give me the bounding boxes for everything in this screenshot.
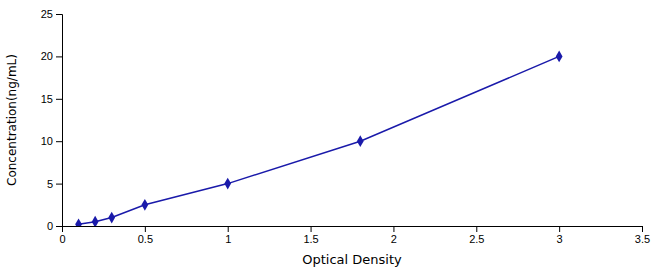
marks (75, 51, 562, 226)
y-tick-mark (56, 226, 62, 227)
y-tick-mark (56, 141, 62, 142)
y-axis-line (56, 15, 63, 227)
y-tick-label: 5 (47, 178, 53, 190)
x-tick: 0 (59, 226, 65, 245)
data-point (92, 216, 99, 226)
y-axis-title: Concentration(ng/mL) (5, 54, 19, 186)
x-tick: 0.5 (138, 226, 153, 245)
y-tick-label: 15 (41, 93, 53, 105)
y-tick-label: 25 (41, 8, 53, 20)
y-tick-label: 10 (41, 135, 53, 147)
y-tick-mark (56, 14, 62, 15)
y-tick: 10 (41, 135, 62, 147)
x-tick: 3.5 (635, 226, 650, 245)
y-tick-label: 20 (41, 50, 53, 62)
data-line (79, 56, 560, 224)
x-tick: 1 (225, 226, 231, 245)
x-tick-mark (145, 226, 146, 232)
x-tick-label: 1 (225, 233, 231, 245)
y-tick-mark (56, 56, 62, 57)
y-tick: 25 (41, 8, 62, 20)
x-axis: 0 0.5 1 1.5 2 2.5 3 3.5 (59, 226, 650, 245)
y-tick: 20 (41, 50, 62, 62)
x-tick-mark (393, 226, 394, 232)
data-point (357, 135, 364, 147)
data-point (108, 212, 115, 224)
plot-area: 0 0.5 1 1.5 2 2.5 3 3.5 0 5 10 15 20 25 (41, 8, 650, 245)
x-tick: 3 (557, 226, 563, 245)
x-tick-label: 3 (557, 233, 563, 245)
y-tick: 15 (41, 93, 62, 105)
x-tick: 2 (391, 226, 397, 245)
x-tick-label: 0 (59, 233, 65, 245)
x-tick: 1.5 (303, 226, 318, 245)
x-tick-label: 2.5 (469, 233, 484, 245)
data-point (141, 199, 148, 211)
y-tick-mark (56, 99, 62, 100)
y-tick-mark (56, 184, 62, 185)
x-tick-mark (476, 226, 477, 232)
x-tick-label: 0.5 (138, 233, 153, 245)
data-point (224, 178, 231, 190)
y-tick: 5 (47, 178, 62, 190)
x-tick: 2.5 (469, 226, 484, 245)
x-tick-mark (559, 226, 560, 232)
x-tick-label: 2 (391, 233, 397, 245)
y-tick: 0 (47, 220, 62, 232)
x-tick-mark (311, 226, 312, 232)
chart: 0 0.5 1 1.5 2 2.5 3 3.5 0 5 10 15 20 25 Optical Densit… (0, 0, 664, 272)
x-tick-label: 1.5 (303, 233, 318, 245)
x-axis-line (63, 227, 643, 233)
x-tick-mark (228, 226, 229, 232)
x-tick-label: 3.5 (635, 233, 650, 245)
data-point (556, 51, 563, 63)
y-axis: 0 5 10 15 20 25 (41, 8, 63, 232)
data-point (75, 218, 82, 226)
y-tick-label: 0 (47, 220, 53, 232)
x-tick-mark (642, 226, 643, 232)
x-axis-title: Optical Density (302, 252, 402, 267)
